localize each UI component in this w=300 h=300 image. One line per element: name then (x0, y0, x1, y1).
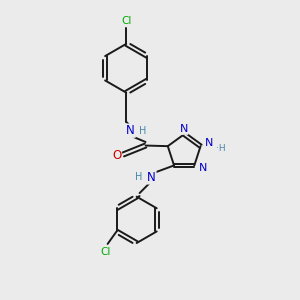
Text: N: N (198, 163, 207, 173)
Text: N: N (147, 171, 156, 184)
Text: N: N (126, 124, 135, 137)
Text: N: N (179, 124, 188, 134)
Text: H: H (135, 172, 143, 182)
Text: N: N (205, 138, 213, 148)
Text: ·H: ·H (216, 144, 226, 153)
Text: O: O (112, 149, 121, 162)
Text: H: H (140, 126, 147, 136)
Text: Cl: Cl (121, 16, 131, 26)
Text: Cl: Cl (100, 247, 110, 257)
